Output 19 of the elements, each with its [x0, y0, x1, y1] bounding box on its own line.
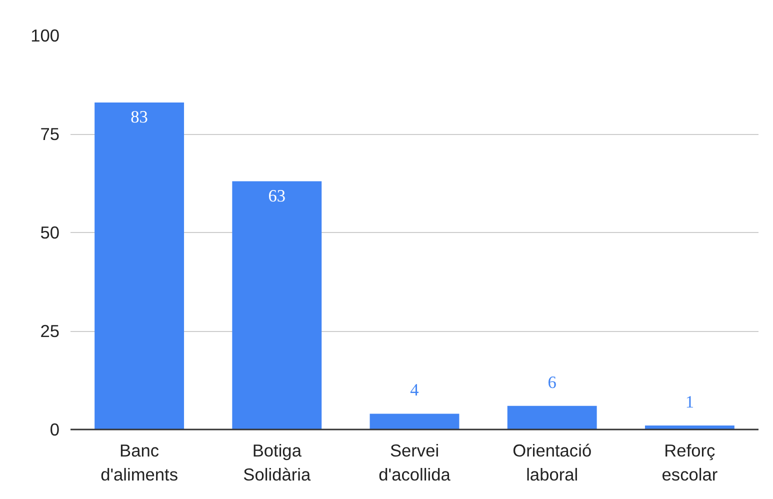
data-label: 83	[130, 107, 148, 126]
data-label: 63	[268, 186, 286, 206]
y-tick-label: 100	[30, 26, 60, 46]
y-tick-label: 0	[50, 420, 60, 440]
x-tick-label: Orientació laboral	[512, 440, 592, 484]
y-tick-label: 25	[40, 321, 60, 341]
bar	[232, 181, 322, 430]
data-label: 4	[410, 380, 420, 400]
x-tick-label: Servei d'acollida	[378, 440, 451, 484]
data-label: 6	[548, 372, 557, 392]
x-tick-label: Banc d'aliments	[100, 440, 178, 484]
x-tick-label: Botiga Solidària	[243, 440, 311, 484]
bar	[507, 406, 597, 430]
y-tick-label: 50	[40, 222, 60, 242]
bar	[94, 102, 184, 430]
x-tick-label: Reforç escolar	[662, 440, 718, 484]
data-label: 1	[685, 392, 694, 412]
bar	[370, 414, 460, 430]
y-tick-label: 75	[40, 124, 60, 144]
